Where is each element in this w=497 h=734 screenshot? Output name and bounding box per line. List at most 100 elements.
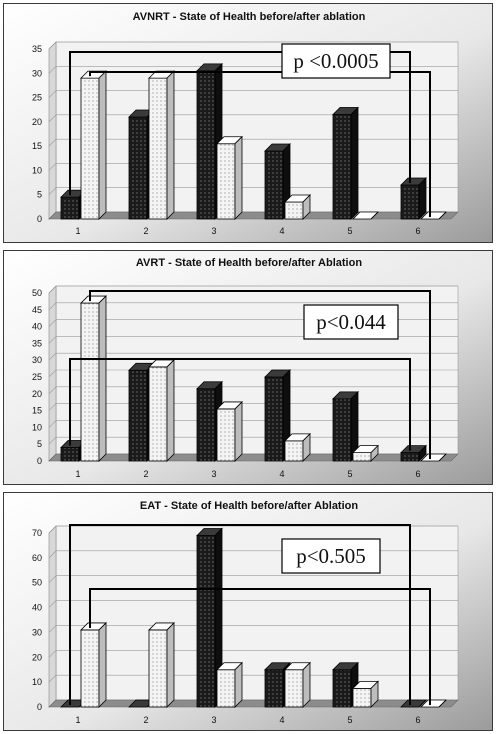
bar-after xyxy=(352,444,379,462)
bar-before xyxy=(400,699,427,708)
bar-before xyxy=(400,444,427,462)
gridline xyxy=(48,285,458,294)
y-tick-label: 5 xyxy=(37,190,42,200)
x-tick-label: 1 xyxy=(75,715,80,725)
x-tick-label: 5 xyxy=(347,226,352,236)
p-value-annotation: p<0.044 xyxy=(316,310,386,334)
bar-after xyxy=(80,70,107,220)
y-tick-label: 60 xyxy=(32,553,42,563)
bar-after xyxy=(420,453,447,462)
bar-after xyxy=(284,194,311,220)
significance-bracket xyxy=(89,71,431,217)
gridline xyxy=(48,674,458,683)
gridline xyxy=(48,369,458,378)
y-tick-label: 0 xyxy=(37,214,42,224)
x-tick-label: 5 xyxy=(347,715,352,725)
chart-panel-avrt: AVRT - State of Health before/after Abla… xyxy=(3,250,493,485)
y-tick-label: 40 xyxy=(32,603,42,613)
gridline xyxy=(48,386,458,395)
bar-after xyxy=(148,621,175,708)
chart-title: EAT - State of Health before/after Ablat… xyxy=(140,500,358,512)
bar-after xyxy=(284,661,311,708)
plot-side-wall xyxy=(48,41,57,220)
bar-after xyxy=(352,680,379,708)
y-tick-label: 70 xyxy=(32,528,42,538)
bar-after xyxy=(284,432,311,462)
y-tick-label: 30 xyxy=(32,68,42,78)
y-tick-label: 30 xyxy=(32,355,42,365)
bar-after xyxy=(80,621,107,708)
bar-before xyxy=(400,177,427,220)
gridline xyxy=(48,625,458,633)
y-tick-label: 30 xyxy=(32,627,42,637)
chart-avnrt: AVNRT - State of Health before/after abl… xyxy=(4,4,492,242)
y-tick-label: 50 xyxy=(32,288,42,298)
x-tick-label: 1 xyxy=(75,469,80,479)
x-tick-label: 6 xyxy=(415,226,420,236)
x-tick-label: 1 xyxy=(75,226,80,236)
gridline xyxy=(48,187,458,195)
x-tick-label: 2 xyxy=(143,715,148,725)
x-tick-label: 4 xyxy=(279,715,284,725)
plot-floor xyxy=(48,211,459,220)
x-tick-label: 4 xyxy=(279,226,284,236)
gridline xyxy=(48,41,458,50)
x-tick-label: 6 xyxy=(415,715,420,725)
bar-before xyxy=(196,527,223,708)
y-tick-label: 0 xyxy=(37,702,42,712)
bar-after xyxy=(352,211,379,220)
x-tick-label: 3 xyxy=(211,715,216,725)
x-tick-label: 4 xyxy=(279,469,284,479)
bar-after xyxy=(216,400,243,462)
gridline xyxy=(48,114,458,123)
gridline xyxy=(48,352,458,361)
p-value-annotation: p<0.505 xyxy=(296,544,366,568)
y-tick-label: 20 xyxy=(32,652,42,662)
x-tick-label: 3 xyxy=(211,469,216,479)
bar-after xyxy=(148,358,175,462)
chart-title: AVNRT - State of Health before/after abl… xyxy=(133,11,366,23)
bar-before xyxy=(332,106,359,220)
gridline xyxy=(48,649,458,658)
y-tick-label: 35 xyxy=(32,338,42,348)
bar-after xyxy=(420,211,447,220)
y-tick-label: 50 xyxy=(32,578,42,588)
y-tick-label: 20 xyxy=(32,117,42,127)
y-tick-label: 15 xyxy=(32,406,42,416)
gridline xyxy=(48,138,458,147)
gridline xyxy=(48,420,458,428)
plot-floor xyxy=(48,699,459,708)
x-tick-label: 2 xyxy=(143,226,148,236)
chart-eat: EAT - State of Health before/after Ablat… xyxy=(4,493,492,730)
plot-back-wall xyxy=(55,41,459,213)
gridline xyxy=(48,403,458,411)
y-tick-label: 40 xyxy=(32,322,42,332)
y-tick-label: 20 xyxy=(32,389,42,399)
significance-bracket xyxy=(69,358,411,451)
x-tick-label: 3 xyxy=(211,226,216,236)
y-tick-label: 45 xyxy=(32,305,42,315)
bar-before xyxy=(264,369,291,462)
gridline xyxy=(48,575,458,583)
bar-after xyxy=(80,295,107,462)
y-tick-label: 25 xyxy=(32,372,42,382)
bar-before xyxy=(332,390,359,462)
y-tick-label: 5 xyxy=(37,439,42,449)
y-tick-label: 15 xyxy=(32,141,42,151)
x-tick-label: 5 xyxy=(347,469,352,479)
gridline xyxy=(48,90,458,98)
p-value-annotation: p <0.0005 xyxy=(293,49,378,73)
y-tick-label: 10 xyxy=(32,165,42,175)
p-value-box xyxy=(303,304,399,340)
significance-bracket xyxy=(89,588,431,705)
plot-back-wall xyxy=(55,525,459,701)
gridline xyxy=(48,163,458,171)
plot-side-wall xyxy=(48,525,57,708)
gridline xyxy=(48,436,458,445)
bar-after xyxy=(420,699,447,708)
x-tick-label: 2 xyxy=(143,469,148,479)
y-tick-label: 35 xyxy=(32,44,42,54)
p-value-box xyxy=(281,538,381,574)
significance-bracket xyxy=(69,51,411,196)
bar-after xyxy=(216,135,243,220)
